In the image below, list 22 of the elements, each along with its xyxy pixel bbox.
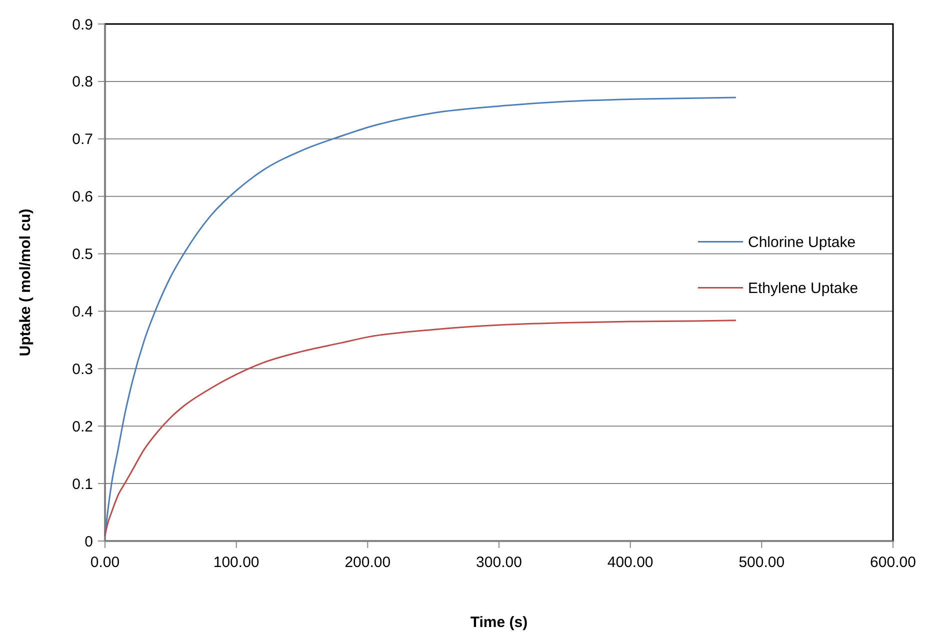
x-tick-label: 0.00 (90, 554, 120, 571)
x-tick-label: 600.00 (870, 554, 916, 571)
y-tick-label: 0.7 (72, 131, 93, 148)
x-axis-title: Time (s) (470, 614, 528, 631)
legend-label: Chlorine Uptake (748, 234, 856, 252)
line-series (104, 320, 736, 536)
y-tick-label: 0.2 (72, 418, 93, 436)
y-tick-label: 0.9 (72, 16, 93, 34)
legend-label: Ethylene Uptake (748, 280, 858, 298)
x-tick-label: 300.00 (476, 554, 522, 571)
y-tick-label: 0.5 (72, 246, 93, 264)
x-tick-label: 200.00 (344, 554, 391, 571)
x-tick-label: 400.00 (607, 554, 654, 571)
x-tick-label: 100.00 (213, 554, 260, 571)
x-tick-label: 500.00 (738, 554, 785, 571)
y-tick-label: 0.4 (72, 303, 93, 320)
y-tick-label: 0 (84, 533, 93, 550)
y-tick-label: 0.1 (72, 476, 93, 493)
y-tick-label: 0.3 (72, 360, 93, 378)
y-tick-label: 0.6 (72, 188, 93, 206)
y-axis-title: Uptake ( mol/mol cu) (17, 208, 34, 356)
y-tick-label: 0.8 (72, 74, 93, 91)
